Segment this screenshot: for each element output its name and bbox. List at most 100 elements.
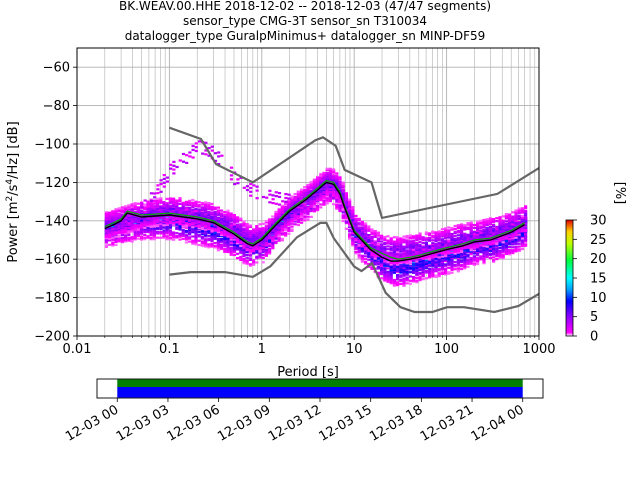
density-cell [191, 204, 195, 207]
density-cell [207, 222, 211, 225]
density-cell [232, 240, 236, 244]
density-cell [418, 263, 422, 266]
density-cell [172, 202, 176, 205]
density-cell [213, 223, 217, 226]
density-cell [239, 242, 243, 245]
density-cell [280, 233, 284, 236]
density-cell [236, 245, 240, 248]
density-cell [492, 253, 496, 256]
density-cell [236, 219, 240, 222]
density-cell [152, 209, 156, 212]
density-cell [386, 279, 390, 282]
density-cell [396, 275, 400, 278]
density-cell [104, 234, 108, 237]
density-cell [143, 222, 147, 225]
density-cell [380, 262, 384, 265]
density-cell [165, 218, 169, 221]
density-cell [200, 237, 204, 240]
density-cell [188, 222, 192, 226]
density-cell [245, 261, 249, 264]
density-cell [111, 219, 115, 222]
density-cell [213, 218, 217, 221]
density-cell [392, 271, 396, 274]
density-cell [226, 225, 230, 228]
density-cell [421, 259, 425, 262]
density-cell [450, 253, 454, 256]
density-cell [162, 217, 166, 220]
density-cell [421, 269, 425, 272]
density-cell [114, 208, 118, 211]
density-cell [472, 256, 476, 259]
density-cell [380, 258, 384, 261]
density-cell [117, 240, 121, 243]
density-cell [348, 230, 352, 233]
density-cell [463, 264, 467, 267]
density-cell [447, 249, 451, 252]
density-cell [290, 225, 294, 228]
density-cell [261, 261, 265, 264]
density-cell [376, 271, 380, 274]
density-cell [114, 219, 118, 222]
density-cell [104, 245, 108, 248]
density-cell [204, 208, 208, 211]
density-cell [236, 246, 240, 250]
density-cell [136, 237, 140, 240]
density-cell [264, 236, 268, 239]
density-cell [114, 209, 118, 212]
density-cell [168, 236, 172, 239]
density-cell [216, 216, 220, 219]
density-cell [220, 233, 224, 237]
density-cell [504, 245, 508, 248]
density-cell [488, 248, 492, 251]
density-cell [255, 261, 259, 264]
density-cell [130, 219, 134, 222]
density-cell [124, 234, 128, 237]
density-cell [383, 273, 387, 276]
density-cell [146, 235, 150, 238]
density-cell [309, 210, 313, 213]
density-cell [152, 208, 156, 211]
density-cell [488, 252, 492, 255]
density-cell [232, 253, 236, 257]
density-cell [223, 250, 227, 253]
density-cell [450, 268, 454, 272]
density-cell [178, 207, 182, 210]
density-cell [415, 266, 419, 269]
density-cell [508, 253, 512, 256]
density-cell [364, 261, 368, 264]
density-cell [447, 272, 451, 275]
density-cell [204, 207, 208, 210]
density-cell [399, 264, 403, 267]
density-cell [226, 222, 230, 225]
density-cell [175, 213, 179, 217]
density-cell [197, 215, 201, 218]
density-cell [197, 235, 201, 238]
density-cell [408, 268, 412, 271]
density-cell [165, 232, 169, 235]
density-cell [191, 198, 195, 202]
density-cell [437, 267, 441, 271]
density-cell [456, 254, 460, 257]
density-cell [296, 212, 300, 215]
density-cell [418, 268, 422, 272]
density-cell [476, 234, 480, 237]
density-cell [242, 249, 246, 252]
density-cell [306, 218, 310, 221]
density-cell [210, 217, 214, 220]
density-cell [405, 263, 409, 266]
density-cell [232, 215, 236, 218]
density-cell [223, 213, 227, 216]
density-cell [216, 206, 220, 209]
density-cell [143, 212, 147, 215]
density-cell [226, 231, 230, 234]
density-cell [261, 249, 265, 252]
density-cell [156, 217, 160, 220]
density-cell [140, 238, 144, 241]
density-cell [136, 217, 140, 220]
density-cell [204, 228, 208, 231]
density-cell [431, 273, 435, 277]
density-cell [146, 220, 150, 223]
density-cell [325, 199, 329, 202]
density-cell [146, 207, 150, 210]
density-cell [226, 234, 230, 237]
